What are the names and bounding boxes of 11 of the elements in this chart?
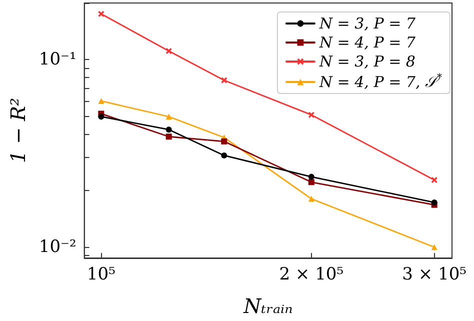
x-tick-label: 10⁵ [86,264,116,284]
x-tick-label: 2 × 10⁵ [279,264,344,284]
legend-label: N = 4, P = 7, 𝒮* [318,72,442,91]
legend-label: N = 3, P = 8 [318,52,416,70]
legend-label: N = 3, P = 7 [318,14,416,32]
y-tick-label: 10⁻¹ [38,49,76,70]
legend-label: N = 4, P = 7 [318,34,416,52]
y-axis-title: 1 − R² [6,98,30,164]
x-axis-title: Nₜᵣₐᵢₙ [242,294,293,318]
y-tick-label: 10⁻² [38,237,76,258]
x-tick-label: 3 × 10⁵ [402,264,467,284]
